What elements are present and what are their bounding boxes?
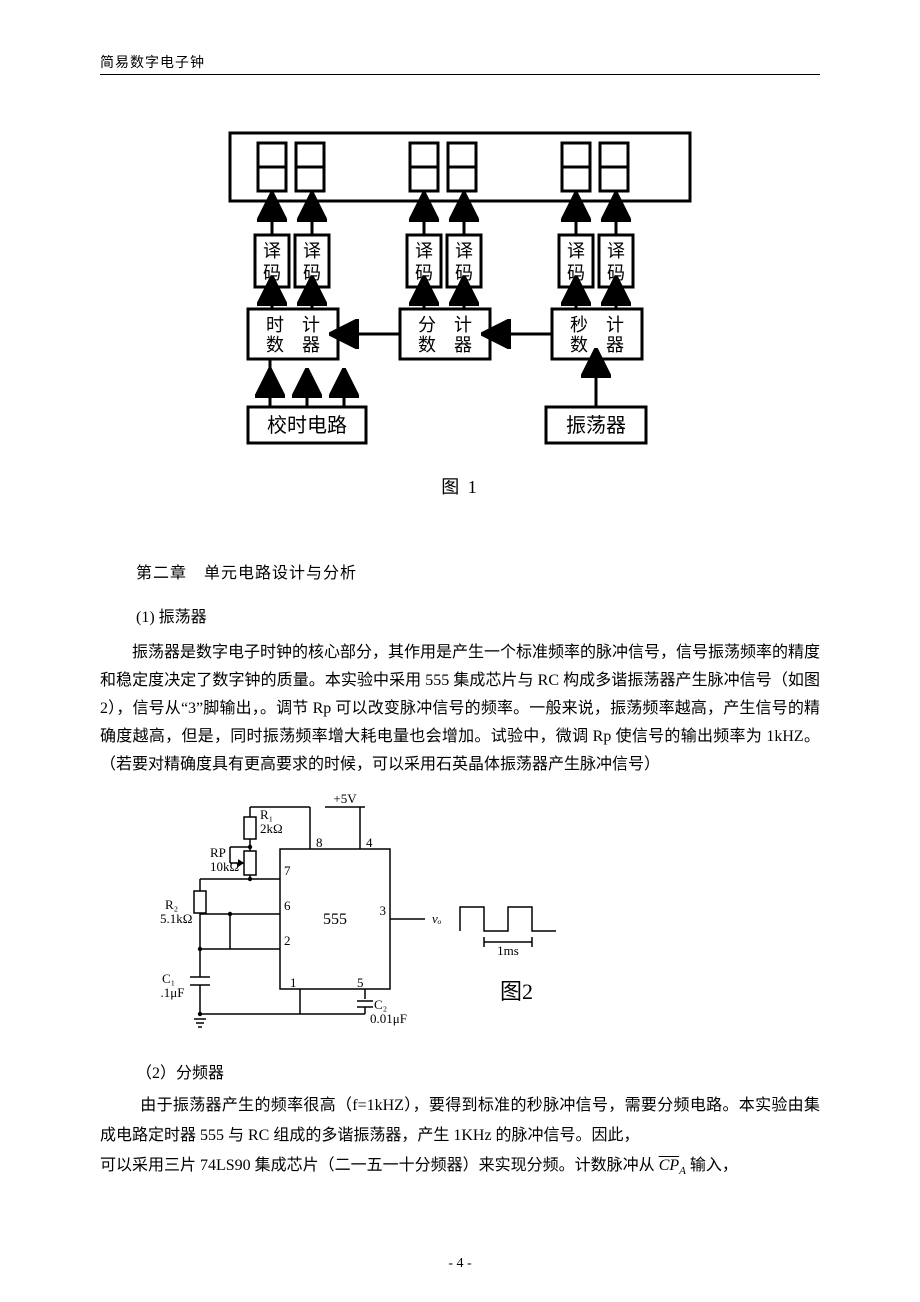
svg-text:1ms: 1ms — [497, 943, 519, 958]
cp-subscript: A — [679, 1165, 686, 1177]
svg-text:数 器: 数 器 — [418, 335, 472, 355]
figure-1-block-diagram: 译码 译码 译码 译码 — [100, 125, 820, 455]
oscillator-subhead: (1) 振荡器 — [136, 603, 820, 627]
svg-text:码: 码 — [263, 263, 281, 283]
svg-text:码: 码 — [415, 263, 433, 283]
divider-paragraph: 由于振荡器产生的频率很高（f=1kHZ），要得到标准的秒脉冲信号，需要分频电路。… — [100, 1091, 820, 1186]
svg-text:R₁: R₁ — [260, 807, 273, 822]
fig1-cal-label: 校时电路 — [267, 414, 347, 437]
figure-2-schematic: +5V 555 8 4 7 6 2 — [160, 789, 820, 1029]
cp-overline: CP — [659, 1157, 679, 1174]
svg-text:译: 译 — [567, 241, 585, 261]
figure-1-caption: 图 1 — [100, 473, 820, 499]
divider-subhead: （2）分频器 — [136, 1059, 820, 1083]
svg-text:+5V: +5V — [333, 791, 357, 806]
svg-text:译: 译 — [455, 241, 473, 261]
svg-text:RP: RP — [210, 845, 226, 860]
svg-text:555: 555 — [323, 911, 347, 928]
svg-text:时 计: 时 计 — [266, 315, 320, 335]
svg-text:译: 译 — [303, 241, 321, 261]
svg-text:码: 码 — [455, 263, 473, 283]
oscillator-paragraph: 振荡器是数字电子时钟的核心部分，其作用是产生一个标准频率的脉冲信号，信号振荡频率… — [100, 639, 820, 779]
divider-text-1: 由于振荡器产生的频率很高（f=1kHZ），要得到标准的秒脉冲信号，需要分频电路。… — [100, 1097, 820, 1144]
svg-text:10kΩ: 10kΩ — [210, 859, 239, 874]
svg-text:7: 7 — [284, 863, 291, 878]
svg-text:分 计: 分 计 — [418, 315, 472, 335]
svg-text:C₁: C₁ — [162, 971, 175, 986]
svg-text:2: 2 — [284, 933, 291, 948]
fig1-osc-label: 振荡器 — [566, 414, 626, 437]
svg-text:译: 译 — [415, 241, 433, 261]
page-number: - 4 - — [0, 1256, 920, 1272]
svg-text:8: 8 — [316, 835, 323, 850]
divider-text-2b: 输入， — [690, 1157, 738, 1174]
svg-text:5: 5 — [357, 975, 364, 990]
svg-text:码: 码 — [567, 263, 585, 283]
svg-text:数 器: 数 器 — [570, 335, 624, 355]
svg-text:1: 1 — [290, 975, 297, 990]
running-head: 简易数字电子钟 — [100, 52, 820, 75]
svg-text:3: 3 — [380, 903, 387, 918]
svg-text:0.1μF: 0.1μF — [160, 985, 184, 1000]
svg-text:0.01μF: 0.01μF — [370, 1011, 407, 1026]
svg-text:6: 6 — [284, 898, 291, 913]
svg-text:4: 4 — [366, 835, 373, 850]
svg-text:vₒ: vₒ — [432, 911, 442, 926]
svg-text:R₂: R₂ — [165, 897, 178, 912]
svg-text:码: 码 — [303, 263, 321, 283]
svg-text:译: 译 — [263, 241, 281, 261]
svg-text:秒 计: 秒 计 — [570, 315, 624, 335]
svg-text:数 器: 数 器 — [266, 335, 320, 355]
divider-text-2a: 可以采用三片 74LS90 集成芯片（二一五一十分频器）来实现分频。计数脉冲从 — [100, 1157, 655, 1174]
svg-text:C₂: C₂ — [374, 997, 387, 1012]
svg-text:码: 码 — [607, 263, 625, 283]
chapter-2-heading: 第二章 单元电路设计与分析 — [136, 559, 820, 583]
svg-text:图2: 图2 — [500, 979, 533, 1004]
svg-text:译: 译 — [607, 241, 625, 261]
svg-text:2kΩ: 2kΩ — [260, 821, 283, 836]
svg-text:5.1kΩ: 5.1kΩ — [160, 911, 192, 926]
